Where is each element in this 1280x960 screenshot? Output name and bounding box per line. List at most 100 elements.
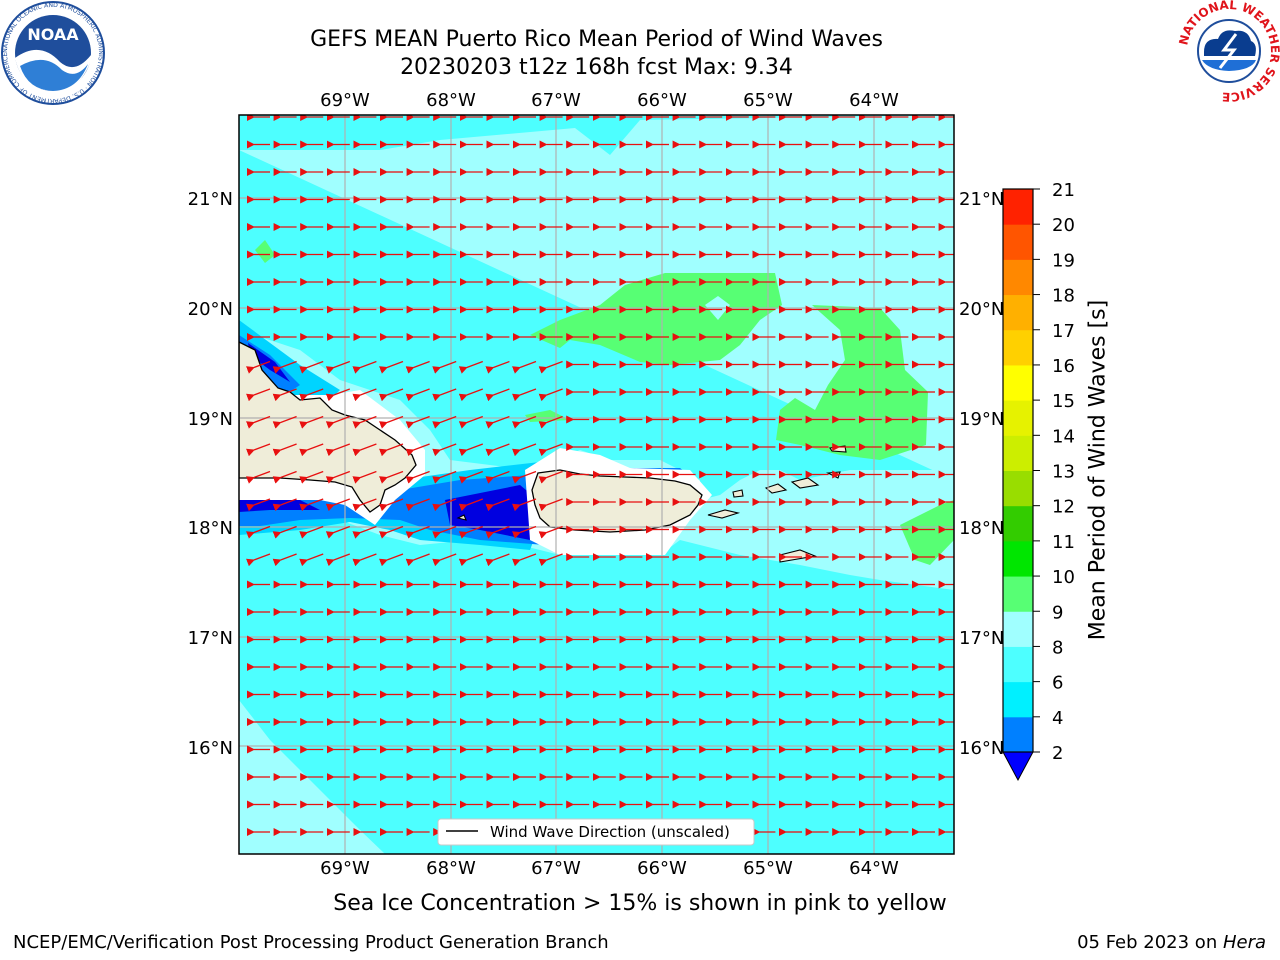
wind-wave-arrow — [512, 415, 537, 429]
wind-wave-arrow — [458, 360, 484, 374]
footer-date: 05 Feb 2023 on Hera — [1077, 932, 1266, 953]
period-region-9-10-e — [900, 500, 954, 565]
wind-wave-arrow — [485, 525, 510, 539]
noaa-logo-icon: NATIONAL OCEANIC AND ATMOSPHERIC ADMINIS… — [1, 1, 105, 105]
wind-wave-arrow — [325, 415, 351, 429]
colorbar-segment — [1003, 329, 1033, 366]
wind-wave-arrow — [352, 525, 377, 539]
wind-wave-arrow — [272, 498, 297, 512]
wind-wave-arrow — [246, 443, 271, 457]
colorbar-tick-label: 12 — [1052, 497, 1075, 518]
wind-wave-arrow — [379, 498, 404, 512]
legend-label: Wind Wave Direction (unscaled) — [490, 823, 730, 841]
chart-title: GEFS MEAN Puerto Rico Mean Period of Win… — [310, 27, 883, 52]
wind-wave-arrow — [272, 388, 297, 402]
wind-wave-arrow — [379, 388, 404, 402]
period-region-8-9-southwest — [239, 700, 385, 854]
colorbar-tick-label: 19 — [1052, 250, 1075, 271]
wind-wave-arrow — [485, 443, 510, 457]
wind-wave-arrow — [512, 388, 537, 402]
wind-wave-arrow — [432, 415, 457, 429]
wind-wave-arrow — [325, 443, 351, 457]
colorbar-segment — [1003, 224, 1033, 260]
lon-tick-top-65w: 65°W — [743, 90, 793, 111]
wind-wave-arrow — [485, 388, 510, 402]
footer-branch: NCEP/EMC/Verification Post Processing Pr… — [13, 932, 609, 953]
colorbar-segment — [1003, 435, 1033, 471]
wind-wave-arrow — [246, 360, 271, 374]
wind-wave-arrow — [432, 443, 457, 457]
colorbar-tick-label: 9 — [1052, 602, 1063, 623]
colorbar-tick-label: 17 — [1052, 321, 1075, 342]
wind-wave-arrow — [352, 415, 377, 429]
colorbar-segment — [1003, 716, 1033, 753]
wind-wave-arrow — [458, 553, 484, 567]
colorbar-tick-label: 16 — [1052, 356, 1075, 377]
lat-tick-right-21n: 21°N — [959, 189, 1004, 210]
wind-wave-arrow — [299, 553, 324, 567]
map-frame — [238, 114, 955, 855]
wind-wave-arrow — [299, 443, 324, 457]
wind-wave-arrow — [485, 415, 510, 429]
wind-wave-arrow — [485, 498, 510, 512]
colorbar-segment — [1003, 646, 1033, 683]
wind-wave-arrow — [485, 470, 510, 484]
wind-wave-arrow — [432, 388, 457, 402]
colorbar-tick-label: 20 — [1052, 215, 1075, 236]
wind-wave-arrow — [352, 443, 377, 457]
lat-tick-left-19n: 19°N — [188, 409, 233, 430]
wind-wave-arrow — [246, 415, 271, 429]
lat-tick-right-16n: 16°N — [959, 738, 1004, 759]
colorbar-segment — [1003, 470, 1033, 507]
wind-wave-arrow — [352, 498, 377, 512]
wind-wave-arrow — [432, 498, 457, 512]
wind-wave-arrow — [405, 525, 430, 539]
nws-logo-icon: NATIONAL WEATHER SERVICE — [1178, 0, 1280, 102]
wind-wave-arrow — [272, 360, 297, 374]
wind-wave-arrow — [379, 443, 404, 457]
wind-wave-arrow — [538, 388, 563, 402]
wind-wave-arrow — [538, 525, 563, 539]
colorbar-segment — [1003, 611, 1033, 647]
wind-wave-arrow — [432, 525, 457, 539]
wind-wave-arrow — [299, 525, 324, 539]
sea-ice-caption: Sea Ice Concentration > 15% is shown in … — [333, 891, 947, 916]
wind-wave-arrow — [325, 525, 351, 539]
wind-wave-arrow — [272, 443, 297, 457]
colorbar-tick-label: 8 — [1052, 637, 1063, 658]
lat-tick-left-18n: 18°N — [188, 518, 233, 539]
colorbar-tick-label: 14 — [1052, 426, 1075, 447]
lat-tick-right-20n: 20°N — [959, 299, 1004, 320]
lon-tick-top-64w: 64°W — [849, 90, 899, 111]
wind-wave-arrow — [458, 498, 484, 512]
wind-wave-arrow — [538, 360, 563, 374]
footer-host: Hera — [1222, 932, 1266, 953]
wind-wave-arrow — [352, 470, 377, 484]
colorbar-segment — [1003, 576, 1033, 612]
arrow-legend: Wind Wave Direction (unscaled) — [437, 818, 755, 846]
noaa-logo-text: NOAA — [27, 25, 79, 44]
colorbar-tick-label: 6 — [1052, 673, 1063, 694]
wind-wave-arrow — [405, 388, 430, 402]
period-region-9-10-d — [255, 240, 275, 263]
wind-wave-arrow — [538, 415, 563, 429]
wind-wave-arrow — [405, 415, 430, 429]
period-region-9-10-c — [525, 410, 570, 422]
wind-wave-arrow — [485, 553, 510, 567]
wind-wave-arrow — [299, 498, 324, 512]
colorbar: 2 4 6 8 9 10 11 12 13 14 15 16 17 18 19 20 21 — [1002, 180, 1075, 782]
lon-tick-bottom-65w: 65°W — [743, 858, 793, 879]
wind-wave-arrow — [432, 360, 457, 374]
wind-wave-arrow — [538, 443, 563, 457]
lon-tick-top-69w: 69°W — [320, 90, 370, 111]
wind-wave-arrow — [299, 388, 324, 402]
colorbar-under-triangle — [1002, 751, 1034, 782]
land-puerto-rico — [531, 469, 703, 533]
wind-wave-arrow — [512, 498, 537, 512]
wind-wave-arrow — [458, 388, 484, 402]
colorbar-segment — [1003, 505, 1033, 542]
wind-wave-arrow — [405, 553, 430, 567]
colorbar-segment — [1003, 189, 1033, 225]
wind-wave-arrow — [512, 470, 537, 484]
